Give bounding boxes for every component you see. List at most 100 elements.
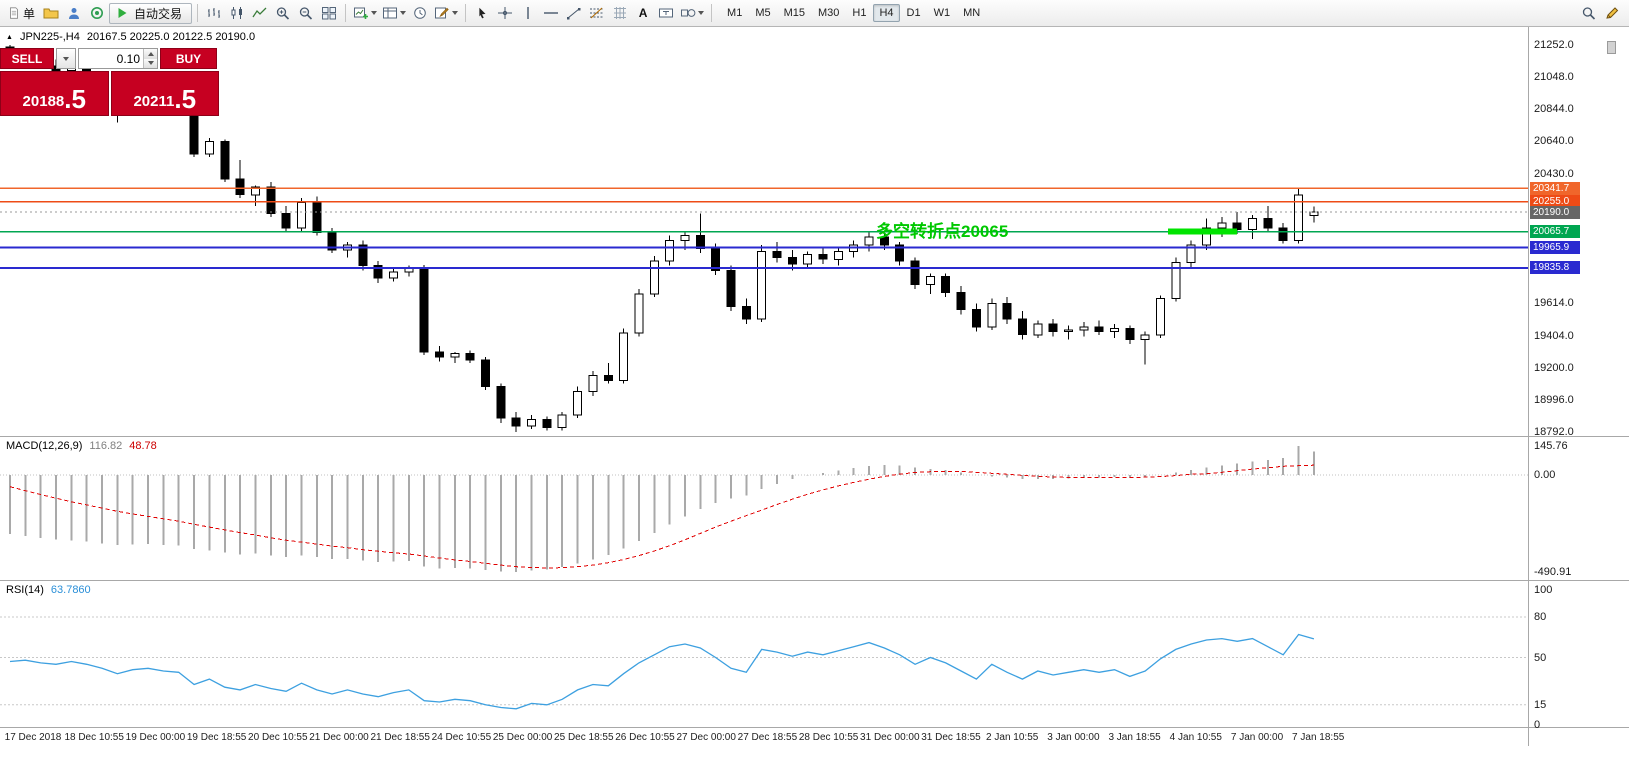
candle xyxy=(327,232,337,251)
sell-price-display[interactable]: 20188 .5 xyxy=(0,71,109,116)
price-chart-area[interactable]: 多空转折点20065 ▲ JPN225-,H4 20167.5 20225.0 … xyxy=(0,27,1528,436)
profile-button[interactable] xyxy=(63,2,85,24)
timeframe-M5[interactable]: M5 xyxy=(755,7,771,19)
candle xyxy=(1309,211,1319,217)
rsi-line xyxy=(9,633,1315,710)
autotrading-label: 自动交易 xyxy=(134,6,183,21)
autotrading-button[interactable]: 自动交易 xyxy=(109,2,193,24)
timeframe-M1[interactable]: M1 xyxy=(727,7,743,19)
time-axis-label: 20 Dec 10:55 xyxy=(248,732,308,743)
label-button[interactable] xyxy=(655,2,677,24)
grid-button[interactable] xyxy=(609,2,631,24)
text-label-icon xyxy=(658,6,674,20)
vertical-line-button[interactable] xyxy=(517,2,539,24)
candle xyxy=(312,202,322,234)
macd-name: MACD(12,26,9) xyxy=(6,440,83,452)
chart-profiles-button[interactable] xyxy=(380,2,408,24)
rsi-indicator-area[interactable]: RSI(14) 63.7860 xyxy=(0,581,1528,727)
candle xyxy=(1232,222,1242,230)
macd-signal-value: 48.78 xyxy=(129,440,157,452)
zoom-out-button[interactable] xyxy=(295,2,317,24)
timeframe-MN[interactable]: MN xyxy=(963,7,981,19)
rsi-value: 63.7860 xyxy=(50,584,91,596)
panel-divider[interactable] xyxy=(0,436,1629,437)
fibonacci-button[interactable] xyxy=(586,2,608,24)
candle xyxy=(511,417,521,427)
support-zone-highlight[interactable] xyxy=(1168,228,1238,235)
candle xyxy=(603,375,613,381)
time-axis[interactable]: 17 Dec 2018 18 Dec 10:55 19 Dec 00:00 19 De… xyxy=(0,728,1528,746)
trendline-button[interactable] xyxy=(563,2,585,24)
text-button[interactable]: A xyxy=(632,2,654,24)
chart-window: 多空转折点20065 ▲ JPN225-,H4 20167.5 20225.0 … xyxy=(0,27,1629,777)
candle xyxy=(1263,217,1273,229)
line-chart-button[interactable] xyxy=(249,2,271,24)
crosshair-button[interactable] xyxy=(494,2,516,24)
clock-button[interactable] xyxy=(409,2,431,24)
buy-button[interactable]: BUY xyxy=(160,48,217,69)
candle xyxy=(665,239,675,262)
rsi-tick-label: 0 xyxy=(1534,719,1541,731)
time-axis-label: 18 Dec 10:55 xyxy=(64,732,124,743)
volume-increase-button[interactable] xyxy=(144,49,157,59)
folder-icon xyxy=(43,6,59,20)
timeframe-M15[interactable]: M15 xyxy=(783,7,805,19)
time-axis-label: 27 Dec 18:55 xyxy=(737,732,798,743)
community-button[interactable] xyxy=(86,2,108,24)
chart-scrollbar[interactable] xyxy=(1607,41,1616,54)
timeframe-W1[interactable]: W1 xyxy=(933,7,951,19)
tile-windows-button[interactable] xyxy=(318,2,340,24)
candle xyxy=(619,332,629,381)
sell-price-frac: .5 xyxy=(64,83,86,114)
horizontal-line-button[interactable] xyxy=(540,2,562,24)
panel-divider[interactable] xyxy=(0,580,1629,581)
toolbar-separator xyxy=(197,4,199,22)
volume-decrease-button[interactable] xyxy=(144,58,157,68)
timeframe-D1[interactable]: D1 xyxy=(906,7,921,19)
cursor-icon xyxy=(475,6,489,20)
line-chart-icon xyxy=(252,6,268,20)
bar-chart-button[interactable] xyxy=(203,2,225,24)
candlestick-chart-button[interactable] xyxy=(226,2,248,24)
compose-button[interactable] xyxy=(1602,2,1624,24)
macd-indicator-area[interactable]: MACD(12,26,9) 116.82 48.78 xyxy=(0,437,1528,580)
grid-icon xyxy=(612,6,628,20)
price-axis[interactable]: 21252.0 21048.0 20844.0 20640.0 20430.0 19614… xyxy=(1529,27,1629,777)
macd-chart[interactable] xyxy=(0,437,1528,580)
new-order-button[interactable]: 单 xyxy=(5,2,39,24)
sell-button[interactable]: SELL xyxy=(0,48,54,69)
person-icon xyxy=(66,6,82,20)
candle xyxy=(1125,328,1135,340)
charts-folder-button[interactable] xyxy=(40,2,62,24)
candle xyxy=(1294,194,1304,241)
volume-stepper xyxy=(143,49,157,68)
candle xyxy=(772,250,782,259)
chart-title: ▲ JPN225-,H4 20167.5 20225.0 20122.5 201… xyxy=(6,31,255,43)
price-chart[interactable]: 多空转折点20065 xyxy=(0,27,1528,436)
template-button[interactable] xyxy=(432,2,460,24)
time-axis-label: 26 Dec 10:55 xyxy=(615,732,675,743)
trade-options-dropdown[interactable] xyxy=(56,48,76,69)
shapes-button[interactable] xyxy=(678,2,706,24)
time-axis-label: 19 Dec 00:00 xyxy=(125,732,186,743)
candle xyxy=(864,236,874,246)
search-button[interactable] xyxy=(1578,2,1600,24)
annotation-text[interactable]: 多空转折点20065 xyxy=(876,221,1008,241)
zoom-in-button[interactable] xyxy=(272,2,294,24)
timeframe-M30[interactable]: M30 xyxy=(818,7,840,19)
new-chart-button[interactable] xyxy=(351,2,379,24)
buy-price-display[interactable]: 20211 .5 xyxy=(110,71,219,116)
candle xyxy=(419,268,429,353)
timeframe-H4[interactable]: H4 xyxy=(873,4,900,22)
candle xyxy=(1048,323,1058,333)
candle xyxy=(741,306,751,320)
volume-input[interactable] xyxy=(79,49,143,68)
rsi-chart[interactable] xyxy=(0,581,1528,727)
symbol-marker-icon: ▲ xyxy=(6,33,13,41)
cursor-button[interactable] xyxy=(471,2,493,24)
candle xyxy=(925,276,935,286)
price-line-tag: 20341.7 xyxy=(1530,181,1580,195)
candle xyxy=(971,309,981,328)
vertical-line-icon xyxy=(522,6,534,20)
timeframe-H1[interactable]: H1 xyxy=(852,7,867,19)
